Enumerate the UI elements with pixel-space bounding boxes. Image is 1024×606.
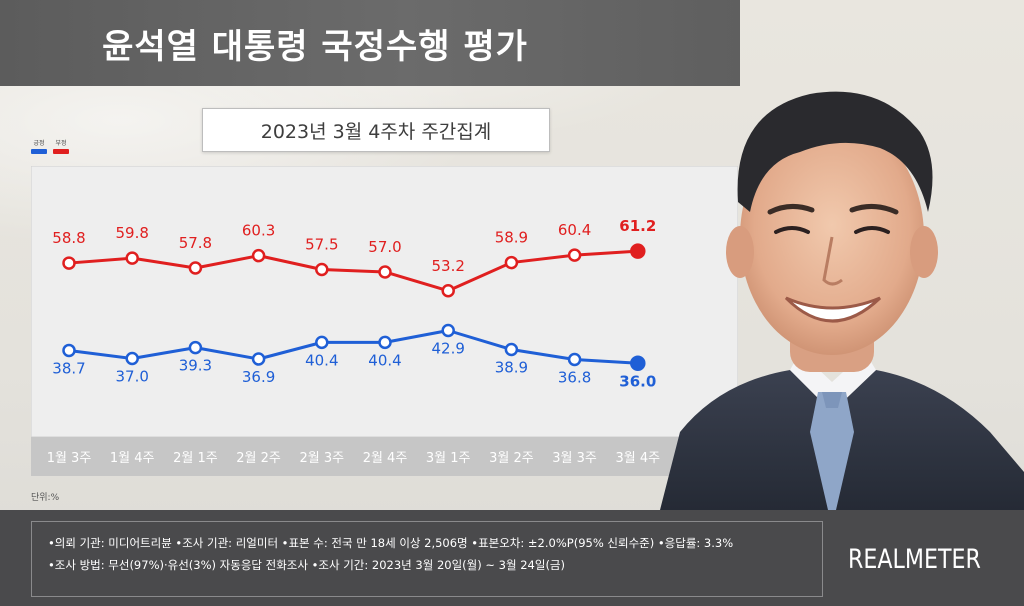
data-label: 58.8 [52,229,85,247]
data-label: 60.4 [558,221,591,239]
data-point [378,335,392,350]
data-point [378,265,392,279]
x-tick-label: 3월 1주 [426,451,471,466]
data-point [315,335,329,350]
data-point [567,248,582,262]
x-tick-label: 1월 4주 [110,451,155,466]
data-point [251,248,266,263]
unit-label: 단위:% [31,493,60,503]
x-tick-label: 3월 2주 [489,451,534,466]
data-point [630,243,646,259]
x-tick-label: 2월 3주 [299,451,344,466]
data-point [125,351,139,366]
data-point [504,342,519,357]
legend-item-positive: 긍정 [31,140,47,154]
data-point [62,343,76,358]
x-tick-label: 2월 4주 [363,451,408,466]
data-label: 42.9 [431,340,464,358]
data-point [441,323,455,338]
chart-area: 1월 3주 1월 4주 2월 1주 2월 2주 2월 3주 2월 4주 3월 1주 3월 2주… [31,166,738,476]
data-label: 57.8 [179,234,212,252]
x-tick-label: 2월 2주 [236,451,281,466]
legend-swatch-negative [53,149,69,154]
legend: 긍정 부정 [31,140,69,154]
data-point [441,284,455,298]
x-tick-label: 3월 4주 [615,451,660,466]
data-label: 57.5 [305,236,338,254]
title-bar: 윤석열 대통령 국정수행 평가 [0,0,740,86]
data-label: 39.3 [179,357,212,375]
data-point [315,262,329,277]
x-axis-band [31,437,738,476]
data-point [251,352,266,366]
survey-info-box: •의뢰 기관: 미디어트리뷴 •조사 기관: 리얼미터 •표본 수: 전국 만 … [31,521,823,597]
x-tick-label: 3월 3주 [552,451,597,466]
data-label: 36.0 [619,372,656,390]
plot-background [31,166,738,438]
line-chart: 1월 3주 1월 4주 2월 1주 2월 2주 2월 3주 2월 4주 3월 1주 3월 2주… [31,166,738,476]
data-point [188,340,203,355]
data-label: 40.4 [368,351,401,369]
data-point [188,261,203,275]
data-label: 58.9 [495,229,528,247]
footer: •의뢰 기관: 미디어트리뷴 •조사 기관: 리얼미터 •표본 수: 전국 만 … [0,510,1024,606]
data-point [125,251,139,265]
data-label: 57.0 [368,238,401,256]
data-point [630,355,646,372]
legend-label-positive: 긍정 [33,140,45,147]
legend-label-negative: 부정 [55,140,67,147]
survey-info-line-1: •의뢰 기관: 미디어트리뷴 •조사 기관: 리얼미터 •표본 수: 전국 만 … [48,536,734,550]
x-tick-label: 2월 1주 [173,451,218,466]
data-point [567,352,582,367]
legend-swatch-positive [31,149,47,154]
president-portrait [660,91,1024,510]
series-line-negative [68,249,638,293]
data-label: 37.0 [115,368,148,386]
data-label: 36.8 [558,368,591,386]
page-title: 윤석열 대통령 국정수행 평가 [102,26,528,67]
series-line-positive [68,329,638,365]
subtitle-box: 2023년 3월 4주차 주간집계 [202,108,550,152]
data-point [504,255,519,270]
data-label: 60.3 [242,222,275,240]
legend-item-negative: 부정 [53,140,69,154]
data-label: 40.4 [305,351,338,369]
data-label: 38.7 [52,359,85,377]
brand-logo: REALMETER [848,544,981,575]
data-label: 53.2 [431,257,464,275]
subtitle: 2023년 3월 4주차 주간집계 [260,120,492,143]
data-label: 36.9 [242,368,275,386]
x-tick-label: 1월 3주 [47,451,92,466]
data-point [62,256,76,270]
data-label: 59.8 [115,224,148,242]
data-label: 61.2 [619,217,656,235]
survey-info-line-2: •조사 방법: 무선(97%)·유선(3%) 자동응답 전화조사 •조사 기간:… [48,558,565,572]
data-label: 38.9 [495,359,528,377]
